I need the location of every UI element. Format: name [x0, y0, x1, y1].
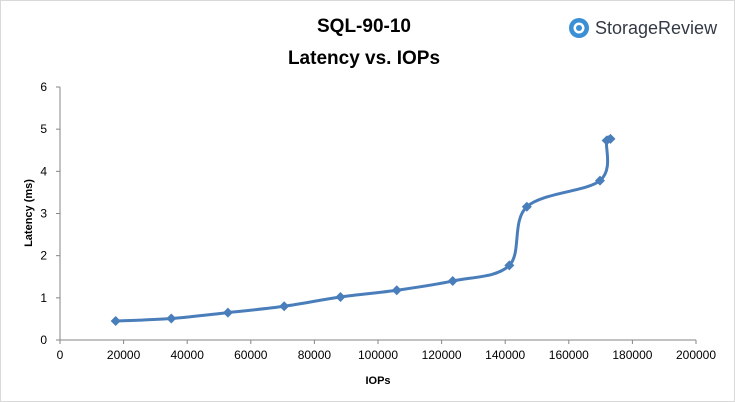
x-tick-label: 180000	[612, 348, 652, 362]
x-tick-label: 120000	[422, 348, 462, 362]
x-tick-label: 60000	[234, 348, 268, 362]
x-tick-label: 20000	[107, 348, 141, 362]
brand-name: StorageReview	[595, 18, 718, 38]
y-tick-label: 5	[40, 122, 47, 136]
data-point-marker	[166, 313, 177, 324]
data-point-marker	[605, 133, 616, 144]
x-tick-label: 40000	[171, 348, 205, 362]
data-point-marker	[521, 201, 532, 212]
data-point-marker	[110, 316, 121, 327]
y-tick-label: 3	[40, 207, 47, 221]
chart-title: SQL-90-10	[317, 16, 411, 37]
y-tick-label: 0	[40, 333, 47, 347]
x-tick-labels: 0 20000 40000 60000 80000 100000 120000 140000 1…	[57, 348, 717, 362]
x-tick-label: 160000	[549, 348, 589, 362]
storagereview-logo-icon	[569, 18, 589, 38]
x-tick-label: 100000	[358, 348, 398, 362]
axes	[56, 86, 697, 344]
y-axis-label: Latency (ms)	[23, 179, 35, 247]
y-tick-label: 2	[40, 249, 47, 263]
brand-logo: StorageReview	[569, 18, 718, 38]
x-tick-label: 80000	[298, 348, 332, 362]
x-tick-label: 0	[57, 348, 64, 362]
data-point-marker	[447, 275, 458, 286]
y-tick-label: 4	[40, 164, 47, 178]
y-tick-labels: 0 1 2 3 4 5 6	[40, 80, 47, 347]
y-tick-label: 6	[40, 80, 47, 94]
x-tick-label: 140000	[485, 348, 525, 362]
y-tick-label: 1	[40, 291, 47, 305]
data-point-marker	[222, 307, 233, 318]
data-point-marker	[279, 301, 290, 312]
chart-subtitle: Latency vs. IOPs	[288, 48, 440, 69]
x-tick-label: 200000	[676, 348, 716, 362]
data-points	[110, 133, 616, 327]
data-point-marker	[594, 175, 605, 186]
data-point-marker	[504, 260, 515, 271]
data-point-marker	[335, 291, 346, 302]
series-line	[115, 135, 612, 323]
data-point-marker	[391, 285, 402, 296]
x-axis-label: IOPs	[365, 375, 390, 387]
